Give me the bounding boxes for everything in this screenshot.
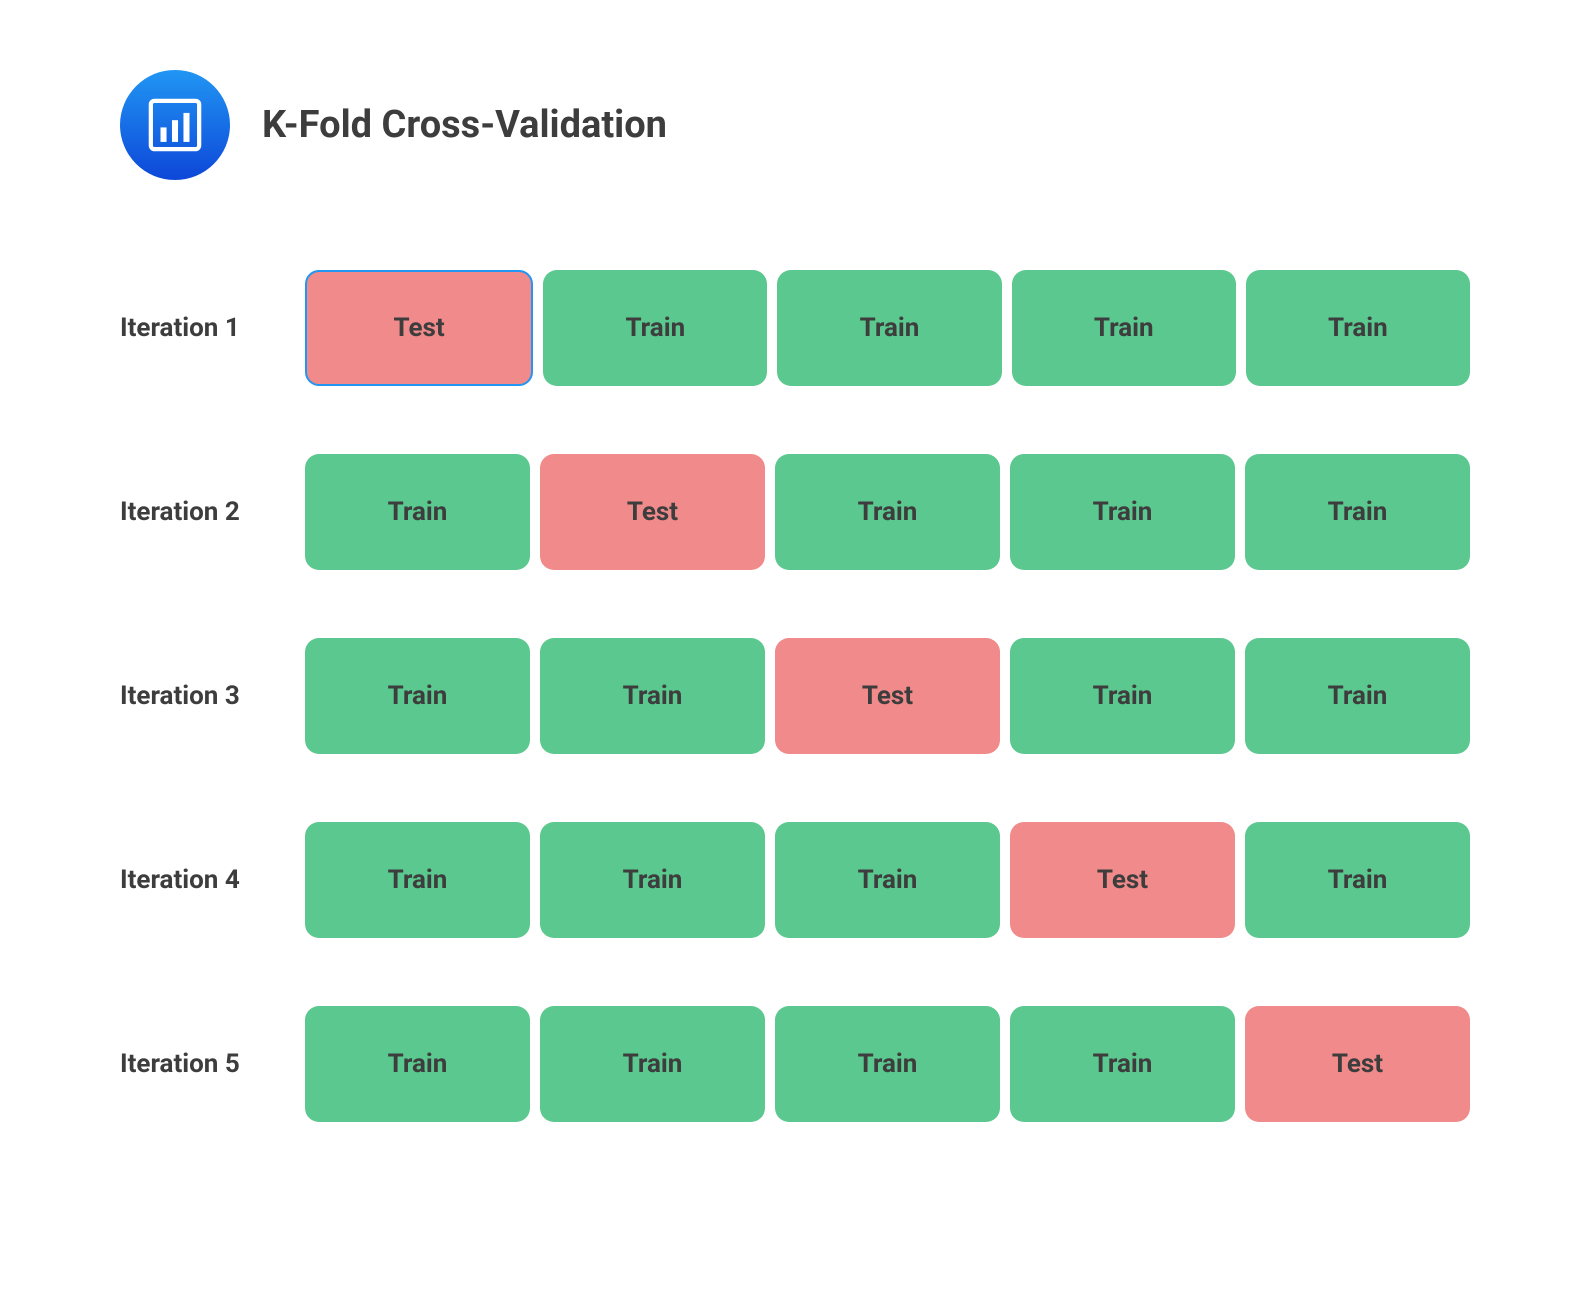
- iteration-label: Iteration 4: [120, 865, 295, 895]
- fold-train: Train: [1010, 638, 1235, 754]
- fold-group: TrainTrainTestTrainTrain: [305, 638, 1470, 754]
- fold-train: Train: [1010, 1006, 1235, 1122]
- fold-train: Train: [1245, 822, 1470, 938]
- fold-train: Train: [1245, 638, 1470, 754]
- iteration-label: Iteration 5: [120, 1049, 295, 1079]
- fold-train: Train: [775, 822, 1000, 938]
- fold-train: Train: [1245, 454, 1470, 570]
- fold-test: Test: [1010, 822, 1235, 938]
- fold-test: Test: [305, 270, 533, 386]
- fold-train: Train: [305, 1006, 530, 1122]
- iteration-label: Iteration 3: [120, 681, 295, 711]
- iteration-label: Iteration 1: [120, 313, 295, 343]
- fold-train: Train: [1010, 454, 1235, 570]
- page-title: K-Fold Cross-Validation: [262, 103, 667, 147]
- header: K-Fold Cross-Validation: [120, 70, 1470, 180]
- fold-train: Train: [305, 454, 530, 570]
- iteration-row: Iteration 4TrainTrainTrainTestTrain: [120, 822, 1470, 938]
- fold-train: Train: [305, 822, 530, 938]
- fold-group: TestTrainTrainTrainTrain: [305, 270, 1470, 386]
- fold-train: Train: [540, 638, 765, 754]
- fold-train: Train: [540, 1006, 765, 1122]
- fold-test: Test: [540, 454, 765, 570]
- fold-train: Train: [305, 638, 530, 754]
- iteration-rows: Iteration 1TestTrainTrainTrainTrainItera…: [120, 270, 1470, 1122]
- fold-train: Train: [1246, 270, 1470, 386]
- iteration-row: Iteration 5TrainTrainTrainTrainTest: [120, 1006, 1470, 1122]
- bar-chart-icon: [146, 96, 204, 154]
- fold-train: Train: [777, 270, 1001, 386]
- fold-train: Train: [543, 270, 767, 386]
- iteration-row: Iteration 3TrainTrainTestTrainTrain: [120, 638, 1470, 754]
- fold-train: Train: [1012, 270, 1236, 386]
- fold-group: TrainTrainTrainTestTrain: [305, 822, 1470, 938]
- chart-logo: [120, 70, 230, 180]
- fold-train: Train: [775, 454, 1000, 570]
- iteration-label: Iteration 2: [120, 497, 295, 527]
- fold-test: Test: [775, 638, 1000, 754]
- fold-group: TrainTrainTrainTrainTest: [305, 1006, 1470, 1122]
- iteration-row: Iteration 2TrainTestTrainTrainTrain: [120, 454, 1470, 570]
- fold-test: Test: [1245, 1006, 1470, 1122]
- iteration-row: Iteration 1TestTrainTrainTrainTrain: [120, 270, 1470, 386]
- fold-train: Train: [540, 822, 765, 938]
- fold-train: Train: [775, 1006, 1000, 1122]
- fold-group: TrainTestTrainTrainTrain: [305, 454, 1470, 570]
